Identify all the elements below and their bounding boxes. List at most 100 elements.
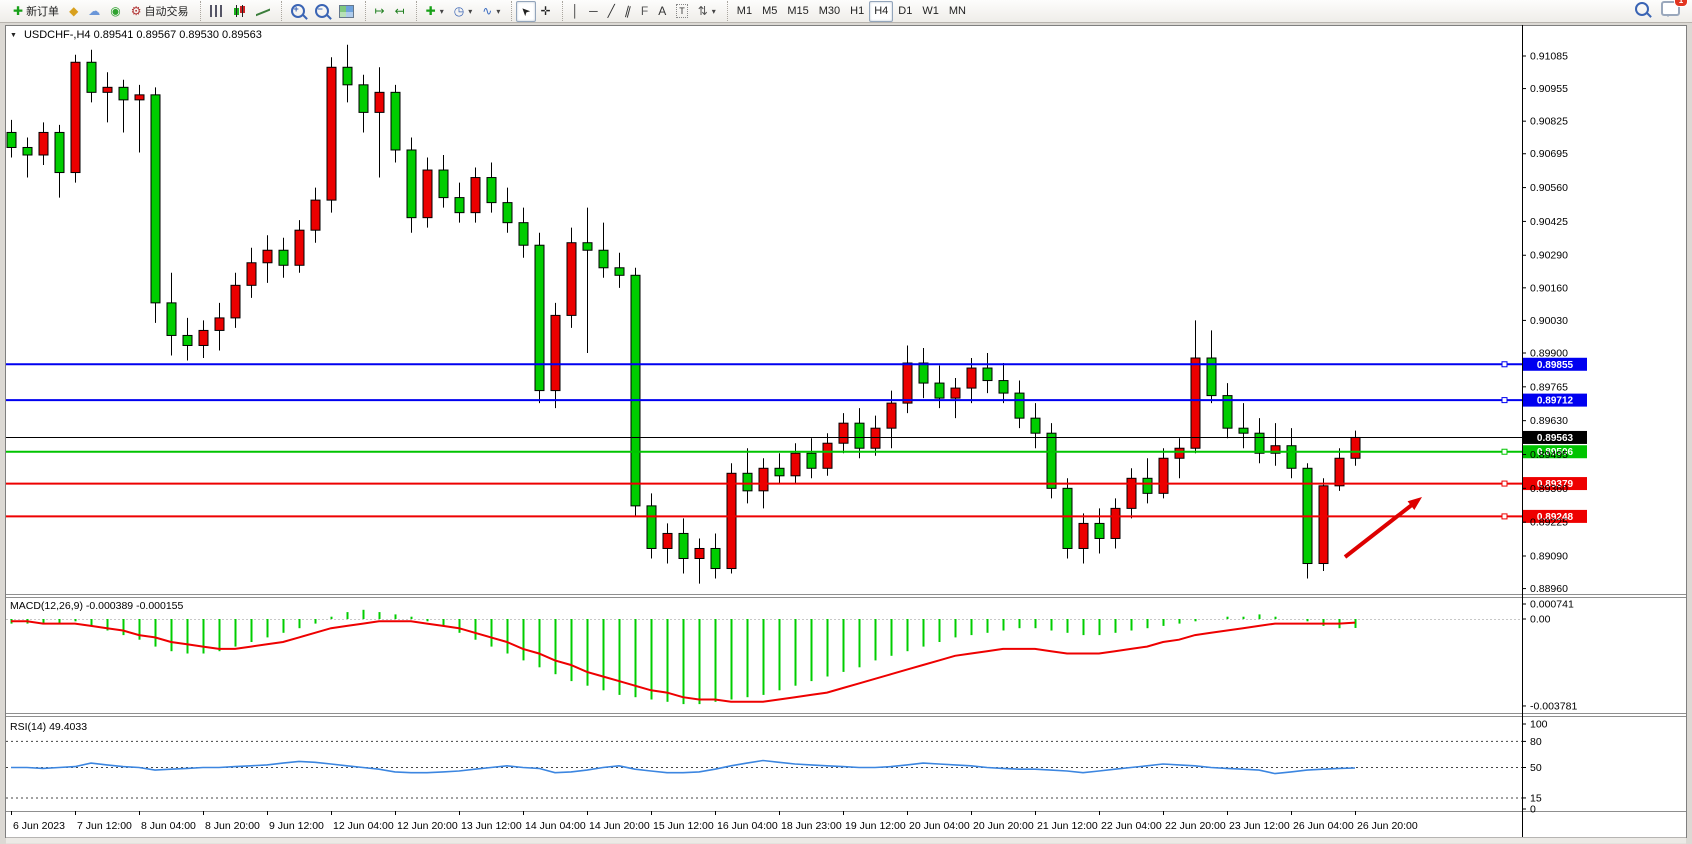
candle-body xyxy=(54,131,65,174)
crosshair-button[interactable]: ✛ xyxy=(536,1,556,22)
toolbar-group-cursor: ➤ ✛ xyxy=(511,0,559,22)
cursor-icon: ➤ xyxy=(518,3,534,19)
templates-icon: ∿ xyxy=(482,4,493,18)
bottom-strip xyxy=(6,837,1686,844)
candle xyxy=(1078,513,1089,564)
tf-w1-button[interactable]: W1 xyxy=(917,1,944,22)
time-tick-label: 26 Jun 20:00 xyxy=(1357,820,1418,832)
tf-h4-button[interactable]: H4 xyxy=(869,0,894,22)
templates-dropdown[interactable]: ∿ ▾ xyxy=(477,1,505,22)
price-line-label-bg[interactable] xyxy=(1523,357,1587,371)
main-price-panel[interactable] xyxy=(6,44,1361,584)
candlestick-chart-icon xyxy=(232,5,246,17)
price-line-label-bg[interactable] xyxy=(1523,509,1587,523)
new-order-button[interactable]: ✚ 新订单 xyxy=(8,1,64,22)
symbol-dropdown-icon[interactable]: ▼ xyxy=(10,31,17,39)
toolbar-group-timeframes: M1 M5 M15 M30 H1 H4 D1 W1 MN xyxy=(726,0,975,22)
channel-icon: ∥ xyxy=(623,3,633,19)
tf-d1-button[interactable]: D1 xyxy=(893,1,917,22)
hline-button[interactable]: ─ xyxy=(584,1,603,22)
new-order-icon: ✚ xyxy=(13,4,24,18)
candle-body xyxy=(86,61,97,93)
autotrading-button[interactable]: ⚙ 自动交易 xyxy=(126,1,194,22)
candle xyxy=(486,162,497,213)
candle xyxy=(278,237,289,278)
vline-button[interactable]: │ xyxy=(567,1,585,22)
candle-body xyxy=(886,402,897,429)
candle-body xyxy=(694,547,705,560)
candle xyxy=(422,157,433,228)
price-line-label-bg[interactable] xyxy=(1523,430,1587,444)
time-tick-label: 12 Jun 04:00 xyxy=(333,820,394,832)
community-icon-button[interactable]: ☁ xyxy=(83,1,105,22)
toolbar: ✚ 新订单 ◆ ☁ ◉ ⚙ 自动交易 + − ↦ ↤ ✚ ▾ ◷ ▾ ∿ ▾ ➤ ✛ │ ─ ╱ ∥ F A T ⇅ ▾ M1 M5 M15… xyxy=(0,0,1692,23)
candle xyxy=(182,317,193,361)
text-button[interactable]: A xyxy=(653,1,671,22)
new-chart-dropdown[interactable]: ✚ ▾ xyxy=(421,1,449,22)
candle xyxy=(870,415,881,456)
rsi-tick-label: 100 xyxy=(1530,719,1548,731)
candle xyxy=(918,347,929,399)
macd-panel[interactable]: 0.000741 0.00 -0.003781 MACD(12,26,9) -0.00… xyxy=(6,599,1577,713)
candle-body xyxy=(934,382,945,399)
tf-h1-button[interactable]: H1 xyxy=(845,1,869,22)
candle-body xyxy=(806,452,817,469)
tf-m1-button[interactable]: M1 xyxy=(732,1,757,22)
chat-button[interactable]: 1 xyxy=(1661,0,1688,21)
price-line-label-bg[interactable] xyxy=(1523,393,1587,407)
line-handle[interactable] xyxy=(1501,513,1508,520)
chart-canvas[interactable]: 0.89855 0.89712 0.89563 0.89506 0.89379 0.892… xyxy=(0,23,1692,844)
time-tick-label: 16 Jun 04:00 xyxy=(717,820,778,832)
line-handle[interactable] xyxy=(1501,361,1508,368)
caret-down-icon: ▾ xyxy=(496,6,501,16)
rsi-panel[interactable]: 100 80 50 150 RSI(14) 49.4033 xyxy=(6,719,1548,816)
toolbar-group-chart-types xyxy=(199,1,279,22)
tile-windows-button[interactable] xyxy=(334,1,359,22)
channel-button[interactable]: ∥ xyxy=(620,1,636,22)
time-axis[interactable]: 6 Jun 2023 7 Jun 12:00 8 Jun 04:00 8 Jun 20… xyxy=(11,811,1418,832)
auto-scroll-button[interactable]: ↦ xyxy=(370,1,390,22)
line-handle[interactable] xyxy=(1501,397,1508,404)
zoom-out-button[interactable]: − xyxy=(310,1,334,22)
line-handle[interactable] xyxy=(1501,448,1508,455)
label-button[interactable]: T xyxy=(671,1,693,22)
fibonacci-button[interactable]: F xyxy=(636,1,653,22)
candle xyxy=(406,137,417,233)
price-tick-label: 0.89765 xyxy=(1530,381,1568,393)
price-tick-label: 0.89900 xyxy=(1530,347,1568,359)
line-handle[interactable] xyxy=(1501,480,1508,487)
rsi-tick-label: 0 xyxy=(1530,804,1536,816)
price-line-label-bg[interactable] xyxy=(1523,445,1587,459)
trendline-button[interactable]: ╱ xyxy=(603,1,620,22)
arrows-dropdown[interactable]: ⇅ ▾ xyxy=(693,1,721,22)
line-chart-button[interactable] xyxy=(251,1,275,22)
gold-icon-button[interactable]: ◆ xyxy=(64,1,83,22)
price-line-label: 0.89248 xyxy=(1537,512,1574,523)
candle-body xyxy=(470,177,481,214)
periods-dropdown[interactable]: ◷ ▾ xyxy=(449,1,478,22)
price-line-label-bg[interactable] xyxy=(1523,477,1587,491)
chart-shift-button[interactable]: ↤ xyxy=(390,1,410,22)
signals-icon-button[interactable]: ◉ xyxy=(105,1,125,22)
price-line-label: 0.89855 xyxy=(1537,360,1574,371)
trend-arrow[interactable] xyxy=(1343,497,1422,559)
cursor-button[interactable]: ➤ xyxy=(516,0,536,22)
time-tick-label: 8 Jun 20:00 xyxy=(205,820,260,832)
zoom-in-button[interactable]: + xyxy=(286,1,310,22)
signals-icon-icon: ◉ xyxy=(110,4,121,18)
tf-m5-button[interactable]: M5 xyxy=(757,1,782,22)
tf-mn-button[interactable]: MN xyxy=(944,1,971,22)
tf-m15-button[interactable]: M15 xyxy=(782,1,813,22)
price-tick-label: 0.90825 xyxy=(1530,116,1568,128)
chart-symbol-header[interactable]: ▼ USDCHF-,H4 0.89541 0.89567 0.89530 0.8… xyxy=(10,29,262,41)
candlestick-chart-button[interactable] xyxy=(228,1,251,22)
price-axis[interactable]: 0.91085 0.90955 0.90825 0.90695 0.90560 0.904… xyxy=(1522,25,1568,837)
candle xyxy=(118,79,129,133)
candle-body xyxy=(278,249,289,266)
search-button[interactable] xyxy=(1635,1,1649,21)
candle-body xyxy=(262,249,273,264)
tf-m30-button[interactable]: M30 xyxy=(814,1,845,22)
candle-body xyxy=(1222,395,1233,429)
candle-body xyxy=(918,362,929,384)
bar-chart-button[interactable] xyxy=(205,1,228,22)
